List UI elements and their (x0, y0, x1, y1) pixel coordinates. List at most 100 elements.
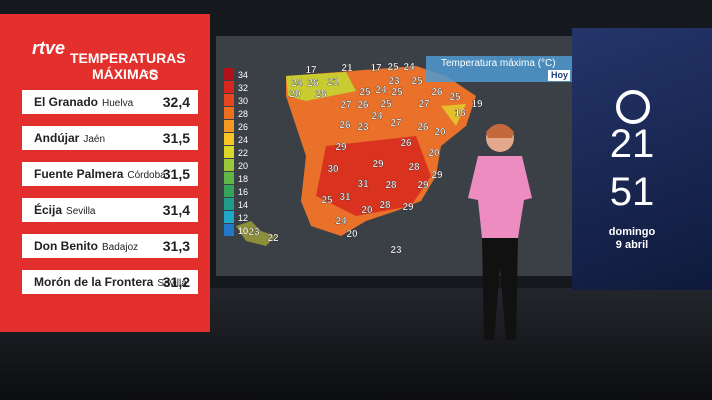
map-temperature: 24 (291, 78, 303, 89)
province: Huelva (102, 98, 134, 109)
scale-label: 18 (238, 174, 248, 184)
province: Badajoz (102, 242, 139, 253)
islands (441, 104, 466, 126)
map-temperature: 25 (359, 87, 371, 98)
map-temperature: 23 (388, 76, 400, 87)
scale-swatch (224, 224, 234, 236)
map-temperature: 25 (380, 99, 392, 110)
place: Fuente Palmera (34, 167, 124, 181)
scale-label: 12 (238, 213, 248, 223)
map-temperature: 21 (327, 77, 339, 88)
blouse (468, 156, 532, 238)
province: Sevilla (157, 278, 187, 289)
map-temperature: 28 (315, 89, 327, 100)
map-temperature: 17 (370, 63, 382, 74)
map-temperature: 25 (391, 87, 403, 98)
map-temperature: 17 (305, 65, 317, 76)
place: El Granado (34, 95, 99, 109)
canary-islands (236, 221, 276, 246)
map-title: Temperatura máxima (°C) (441, 58, 556, 69)
cool-area (286, 72, 356, 101)
place: Andújar (34, 131, 80, 145)
map-temperature: 31 (357, 179, 369, 190)
channel-logo: rtve (32, 38, 66, 58)
map-temperature: 31 (339, 192, 351, 203)
map-temperature: 20 (346, 229, 358, 240)
clock-hour: 21 (609, 122, 655, 166)
scale-swatch (224, 185, 234, 197)
map-temperature: 20 (434, 127, 446, 138)
ranking-panel: rtve TEMPERATURAS MÁXIMAS °C El Granado H… (0, 14, 210, 332)
scale-swatch (224, 81, 234, 93)
scale-swatch (224, 159, 234, 171)
scale-label: 30 (238, 96, 248, 106)
map-temperature: 23 (390, 245, 402, 256)
ranking-row: Andújar Jaén 31,5 (22, 126, 198, 150)
scale-label: 26 (238, 122, 248, 132)
value: 31,4 (162, 202, 190, 218)
place: Écija (34, 203, 63, 217)
map-temperature: 26 (339, 120, 351, 131)
scale-swatch (224, 172, 234, 184)
scale-label: 14 (238, 200, 248, 210)
scale-label: 20 (238, 161, 248, 171)
value: 31,5 (162, 166, 190, 182)
map-temperature: 26 (431, 87, 443, 98)
province: Sevilla (66, 206, 96, 217)
map-temperature: 23 (357, 122, 369, 133)
map-temperature: 26 (417, 122, 429, 133)
map-temperature: 20 (289, 89, 301, 100)
province: Córdoba (127, 170, 166, 181)
map-temperature: 24 (371, 111, 383, 122)
map-temperature: 27 (390, 118, 402, 129)
value: 31,3 (162, 238, 190, 254)
map-temperature: 28 (379, 200, 391, 211)
map-temperature: 25 (449, 92, 461, 103)
map-temperature: 24 (375, 85, 387, 96)
map-temperature: 27 (340, 100, 352, 111)
scale-label: 28 (238, 109, 248, 119)
weekday: domingo (608, 226, 656, 238)
value: 31,2 (162, 274, 190, 290)
scale-label: 16 (238, 187, 248, 197)
map-temperature: 25 (321, 195, 333, 206)
panel-title: TEMPERATURAS MÁXIMAS (70, 50, 186, 82)
value: 31,5 (162, 130, 190, 146)
ranking-row: Écija Sevilla 31,4 (22, 198, 198, 222)
value: 32,4 (162, 94, 190, 110)
scale-label: 22 (238, 148, 248, 158)
map-temperature: 24 (335, 216, 347, 227)
scale-label: 10 (238, 226, 248, 236)
ranking-row: Fuente Palmera Córdoba 31,5 (22, 162, 198, 186)
map-temperature: 29 (431, 170, 443, 181)
panel-unit: °C (144, 68, 159, 83)
scale-swatch (224, 133, 234, 145)
ranking-row: El Granado Huelva 32,4 (22, 90, 198, 114)
hair (486, 124, 514, 138)
scale-label: 24 (238, 135, 248, 145)
scale-swatch (224, 198, 234, 210)
ranking-row: Morón de la Frontera Sevilla 31,2 (22, 270, 198, 294)
map-day: Hoy (551, 70, 568, 80)
map-temperature: 29 (402, 202, 414, 213)
map-temperature: 30 (327, 164, 339, 175)
map-temperature: 28 (408, 162, 420, 173)
map-temperature: 29 (335, 142, 347, 153)
scale-swatch (224, 211, 234, 223)
map-temperature: 25 (411, 76, 423, 87)
map-temperature: 21 (341, 63, 353, 74)
map-temperature: 20 (428, 148, 440, 159)
map-temperature: 18 (454, 108, 466, 119)
map-temperature: 29 (372, 159, 384, 170)
hot-area (316, 136, 431, 216)
presenter (468, 124, 532, 340)
map-temperature: 24 (403, 62, 415, 73)
map-temperature: 26 (400, 138, 412, 149)
channel-icon (616, 90, 650, 124)
scale-swatch (224, 107, 234, 119)
day-box (548, 70, 570, 81)
map-temperature: 27 (418, 99, 430, 110)
map-temperature: 22 (267, 233, 279, 244)
map-title-box (426, 56, 572, 82)
